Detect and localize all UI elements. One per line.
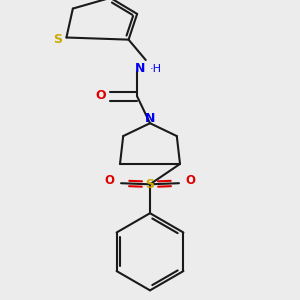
Text: O: O <box>186 173 196 187</box>
Text: S: S <box>53 33 62 46</box>
Text: ·H: ·H <box>149 64 161 74</box>
Text: S: S <box>146 178 154 191</box>
Text: N: N <box>135 62 146 75</box>
Text: O: O <box>104 173 114 187</box>
Text: N: N <box>145 112 155 125</box>
Text: O: O <box>95 89 106 102</box>
